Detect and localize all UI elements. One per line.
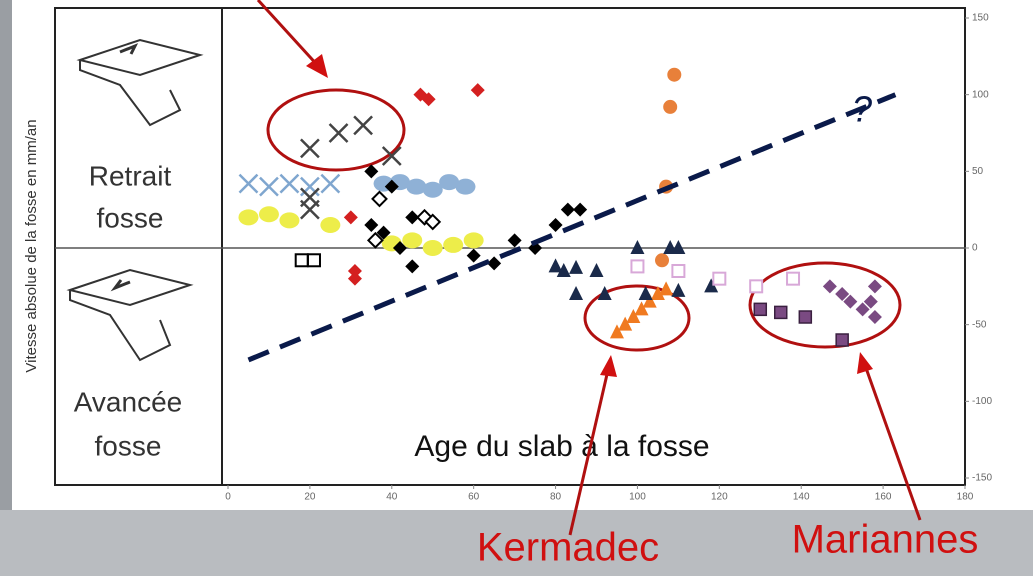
point <box>631 260 643 272</box>
point <box>296 254 308 266</box>
x-tick-label: 100 <box>629 492 646 503</box>
point <box>455 179 475 195</box>
y-tick-label: 150 <box>972 13 989 24</box>
y-tick-label: 50 <box>972 166 984 177</box>
page: {"chart_data": { "type": "scatter", "y_l… <box>0 0 1033 576</box>
point <box>663 100 677 114</box>
point <box>308 254 320 266</box>
y-axis-label: Vitesse absolue de la fosse en mm/an <box>23 119 40 372</box>
y-tick-label: -150 <box>972 473 992 484</box>
advance-label: fosse <box>95 430 162 461</box>
x-tick-label: 0 <box>225 492 231 503</box>
point <box>443 237 463 253</box>
y-tick-label: -100 <box>972 396 992 407</box>
point <box>259 206 279 222</box>
point <box>750 280 762 292</box>
left-strip <box>0 0 12 510</box>
point <box>402 232 422 248</box>
point <box>754 303 766 315</box>
point <box>799 311 811 323</box>
point <box>423 240 443 256</box>
point <box>667 68 681 82</box>
x-tick-label: 180 <box>957 492 974 503</box>
y-tick-label: 0 <box>972 243 978 254</box>
point <box>787 273 799 285</box>
point <box>836 334 848 346</box>
point <box>320 217 340 233</box>
point <box>238 209 258 225</box>
x-tick-label: 20 <box>304 492 316 503</box>
point <box>279 212 299 228</box>
x-tick-label: 160 <box>875 492 892 503</box>
x-tick-label: 80 <box>550 492 562 503</box>
x-axis-label: Age du slab à la fosse <box>414 430 709 463</box>
x-tick-label: 60 <box>468 492 480 503</box>
chart: Vitesse absolue de la fosse en mm/an Ret… <box>0 0 1033 576</box>
y-tick-label: -50 <box>972 319 987 330</box>
point <box>775 306 787 318</box>
x-tick-label: 140 <box>793 492 810 503</box>
point <box>655 253 669 267</box>
retreat-label: Retrait <box>89 160 172 191</box>
advance-label: Avancée <box>74 386 182 417</box>
annotation: Kermadec <box>477 526 659 570</box>
point <box>464 232 484 248</box>
x-tick-label: 40 <box>386 492 398 503</box>
y-tick-label: 100 <box>972 89 989 100</box>
retreat-label: fosse <box>97 202 164 233</box>
point <box>713 273 725 285</box>
point <box>672 265 684 277</box>
annotation: Mariannes <box>792 518 979 562</box>
x-tick-label: 120 <box>711 492 728 503</box>
